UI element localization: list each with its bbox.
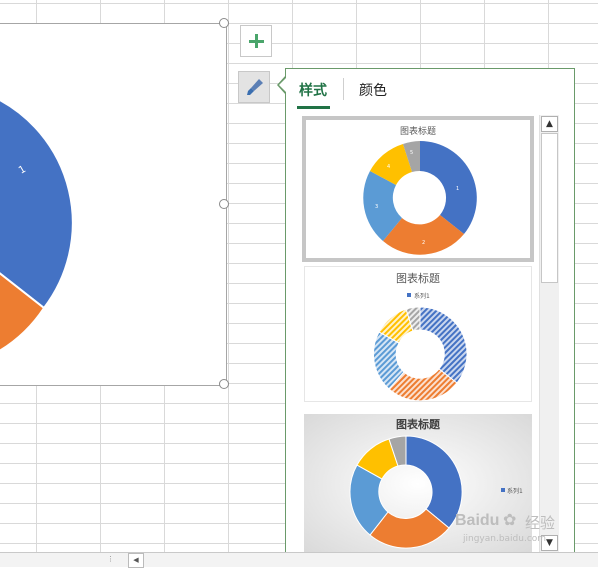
chart-elements-button[interactable] <box>240 25 272 57</box>
main-doughnut-chart: 1 <box>0 99 74 352</box>
watermark-paw-icon: ✿ <box>503 510 517 529</box>
thumb3-title: 图表标题 <box>396 417 441 431</box>
main-slice-blue <box>0 99 74 310</box>
watermark: Baidu ✿ 经验 jingyan.baidu.com <box>455 510 595 552</box>
style-thumbnail-1[interactable]: 图表标题 1 2 3 4 5 <box>302 116 534 262</box>
watermark-url: jingyan.baidu.com <box>463 534 547 544</box>
style-list-scrollbar[interactable]: ▲ ▼ <box>539 115 559 552</box>
thumb1-slice-1 <box>420 141 477 234</box>
main-slice-label: 1 <box>17 164 28 177</box>
thumb1-label-1: 1 <box>456 186 459 192</box>
thumb2-legend: 系列1 <box>414 292 430 300</box>
main-slice-orange <box>0 272 46 352</box>
thumb1-slice-3 <box>363 171 402 241</box>
scroll-up-icon[interactable]: ▲ <box>541 116 558 132</box>
thumb3-legend: 系列1 <box>507 487 523 495</box>
sheet-options-icon[interactable]: ⋮ <box>107 555 114 563</box>
thumb1-label-4: 4 <box>387 164 390 170</box>
thumb3-legend-swatch <box>501 488 505 492</box>
scroll-thumb[interactable] <box>541 133 558 283</box>
chart-area[interactable]: 1 <box>0 23 227 386</box>
scroll-left-icon[interactable]: ◀ <box>128 553 144 568</box>
thumb1-slice-2 <box>383 215 464 255</box>
sheet-tab-bar: ⋮ ◀ <box>0 552 598 568</box>
resize-handle-right[interactable] <box>219 199 229 209</box>
thumb1-title: 图表标题 <box>400 125 436 137</box>
tab-divider <box>343 78 344 100</box>
thumb1-label-5: 5 <box>410 150 413 156</box>
tab-color[interactable]: 颜色 <box>359 83 387 99</box>
scroll-down-icon[interactable]: ▼ <box>541 535 558 551</box>
resize-handle-bottom-right[interactable] <box>219 379 229 389</box>
tab-style[interactable]: 样式 <box>299 83 327 99</box>
thumb2-legend-swatch <box>407 293 411 297</box>
style-thumbnail-list: 图表标题 1 2 3 4 5 <box>298 114 538 554</box>
paintbrush-icon <box>247 79 263 95</box>
active-tab-indicator <box>297 106 330 109</box>
thumb1-label-2: 2 <box>422 240 425 246</box>
thumb1-label-3: 3 <box>375 204 378 210</box>
resize-handle-top-right[interactable] <box>219 18 229 28</box>
thumb1-slice-5 <box>403 141 420 172</box>
style-thumbnail-2[interactable]: 图表标题 系列1 <box>304 266 532 402</box>
watermark-brand: Baidu <box>455 512 500 529</box>
thumb1-slice-4 <box>370 144 412 185</box>
thumb2-title: 图表标题 <box>396 271 440 285</box>
chart-styles-button[interactable] <box>238 71 270 103</box>
plus-icon <box>249 34 264 48</box>
panel-pointer-inner <box>279 77 287 93</box>
watermark-site: 经验 <box>525 514 556 532</box>
style-thumbnail-3[interactable]: 图表标题 系列1 <box>304 414 532 554</box>
